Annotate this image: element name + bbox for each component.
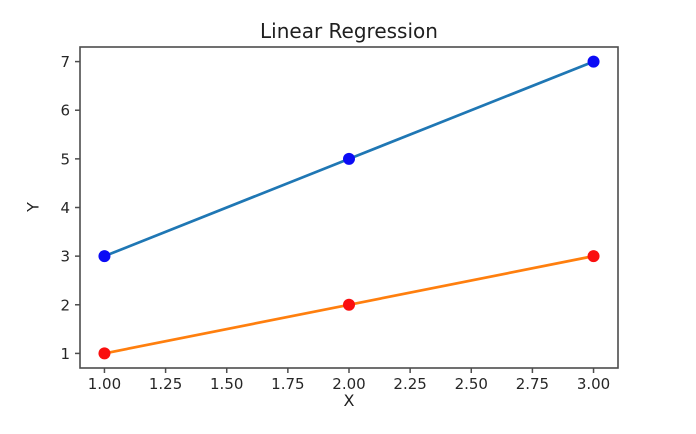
y-tick-label: 2 xyxy=(60,296,70,314)
orange-series-marker xyxy=(98,347,111,360)
chart-title: Linear Regression xyxy=(260,19,438,43)
x-tick-label: 2.00 xyxy=(332,375,365,393)
x-tick-label: 2.25 xyxy=(393,375,426,393)
blue-series-marker xyxy=(343,152,355,165)
orange-series-marker xyxy=(343,298,355,311)
x-tick-label: 1.25 xyxy=(149,375,182,393)
x-axis-label: X xyxy=(343,391,355,410)
y-axis-label: Y xyxy=(23,202,43,212)
x-tick-label: 3.00 xyxy=(577,375,610,393)
y-tick-label: 3 xyxy=(60,248,70,266)
plot-spines xyxy=(79,46,619,369)
x-tick-label: 1.50 xyxy=(210,375,243,393)
orange-series-marker xyxy=(587,250,600,263)
x-tick-label: 2.75 xyxy=(516,375,549,393)
y-tick-label: 7 xyxy=(60,53,70,71)
blue-series-marker xyxy=(587,55,600,68)
y-tick-label: 6 xyxy=(60,102,70,120)
x-tick-label: 1.75 xyxy=(271,375,304,393)
blue-series-marker xyxy=(98,250,111,263)
x-tick-label: 2.50 xyxy=(455,375,488,393)
x-tick-label: 1.00 xyxy=(88,375,121,393)
y-tick-label: 1 xyxy=(60,345,70,363)
y-tick-label: 5 xyxy=(60,150,70,168)
y-tick-label: 4 xyxy=(60,199,70,217)
